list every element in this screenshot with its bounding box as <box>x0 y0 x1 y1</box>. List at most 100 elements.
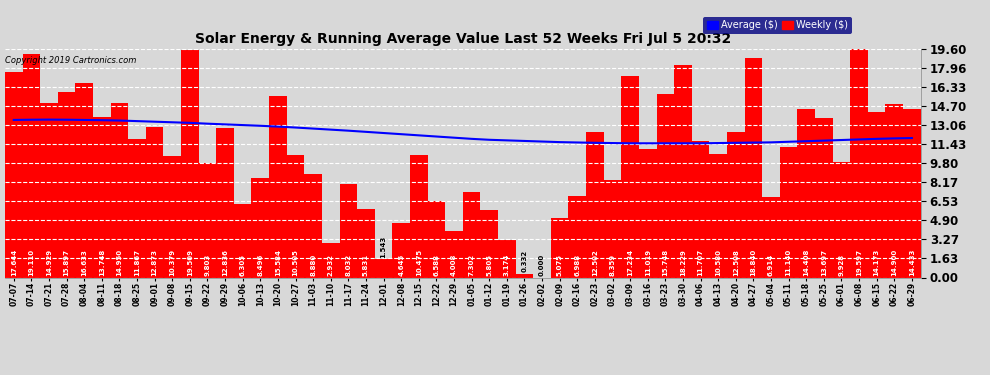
Text: 11.019: 11.019 <box>644 249 650 276</box>
Text: 9.928: 9.928 <box>839 254 844 276</box>
Text: 5.805: 5.805 <box>486 254 492 276</box>
Bar <box>340 184 357 278</box>
Text: 10.475: 10.475 <box>416 249 422 276</box>
Bar <box>357 210 375 278</box>
Text: 19.110: 19.110 <box>29 249 35 276</box>
Text: 7.302: 7.302 <box>468 254 474 276</box>
Text: 6.988: 6.988 <box>574 254 580 276</box>
Text: 5.831: 5.831 <box>363 254 369 276</box>
Text: 13.748: 13.748 <box>99 249 105 276</box>
Bar <box>234 204 251 278</box>
Text: 6.588: 6.588 <box>434 254 440 276</box>
Bar <box>392 223 410 278</box>
Bar <box>57 92 75 278</box>
Bar <box>480 210 498 278</box>
Bar <box>181 50 199 278</box>
Bar <box>446 231 462 278</box>
Text: 10.580: 10.580 <box>715 249 721 276</box>
Text: 15.584: 15.584 <box>275 249 281 276</box>
Text: 17.234: 17.234 <box>627 249 634 276</box>
Text: 14.929: 14.929 <box>46 249 52 276</box>
Bar <box>815 118 833 278</box>
Bar <box>586 132 604 278</box>
Bar <box>287 155 304 278</box>
Text: 14.173: 14.173 <box>873 249 880 276</box>
Bar <box>23 54 41 278</box>
Text: 1.543: 1.543 <box>380 236 386 258</box>
Bar <box>129 139 146 278</box>
Bar <box>656 94 674 278</box>
Bar <box>727 132 744 278</box>
Bar <box>322 243 340 278</box>
Text: 14.408: 14.408 <box>803 248 809 276</box>
Bar <box>833 162 850 278</box>
Text: 18.840: 18.840 <box>750 249 756 276</box>
Bar <box>744 58 762 278</box>
Bar <box>498 240 516 278</box>
Bar <box>375 260 392 278</box>
Bar <box>780 147 797 278</box>
Text: 16.633: 16.633 <box>81 249 87 276</box>
Text: 10.379: 10.379 <box>169 249 175 276</box>
Text: 10.505: 10.505 <box>292 249 299 276</box>
Bar <box>93 117 111 278</box>
Bar <box>850 49 868 278</box>
Text: 3.174: 3.174 <box>504 254 510 276</box>
Text: 14.900: 14.900 <box>891 249 897 276</box>
Bar <box>692 141 710 278</box>
Text: 4.008: 4.008 <box>451 254 457 276</box>
Bar <box>885 104 903 278</box>
Text: 2.932: 2.932 <box>328 254 334 276</box>
Bar <box>550 218 568 278</box>
Text: 12.508: 12.508 <box>733 249 739 276</box>
Legend: Average ($), Weekly ($): Average ($), Weekly ($) <box>703 17 851 34</box>
Bar <box>797 110 815 278</box>
Text: 19.597: 19.597 <box>856 249 862 276</box>
Text: 9.803: 9.803 <box>205 254 211 276</box>
Text: Copyright 2019 Cartronics.com: Copyright 2019 Cartronics.com <box>5 56 137 64</box>
Text: 4.645: 4.645 <box>398 254 404 276</box>
Bar <box>516 274 534 278</box>
Text: 12.836: 12.836 <box>222 249 228 276</box>
Text: 15.897: 15.897 <box>63 249 69 276</box>
Bar <box>639 149 656 278</box>
Bar <box>146 127 163 278</box>
Text: 17.644: 17.644 <box>11 249 17 276</box>
Bar <box>269 96 287 278</box>
Text: 8.359: 8.359 <box>610 254 616 276</box>
Text: 0.332: 0.332 <box>522 251 528 273</box>
Text: 8.496: 8.496 <box>257 254 263 276</box>
Bar <box>604 180 622 278</box>
Bar <box>163 156 181 278</box>
Text: 8.880: 8.880 <box>310 254 316 276</box>
Title: Solar Energy & Running Average Value Last 52 Weeks Fri Jul 5 20:32: Solar Energy & Running Average Value Las… <box>195 32 731 46</box>
Bar <box>251 178 269 278</box>
Bar <box>428 201 446 278</box>
Bar <box>111 103 129 278</box>
Bar <box>216 128 234 278</box>
Bar <box>762 197 780 278</box>
Text: 8.032: 8.032 <box>346 254 351 276</box>
Bar <box>41 103 57 278</box>
Bar <box>710 154 727 278</box>
Text: 0.000: 0.000 <box>540 254 545 276</box>
Bar <box>674 65 692 278</box>
Text: 14.950: 14.950 <box>117 249 123 276</box>
Text: 15.748: 15.748 <box>662 249 668 276</box>
Bar <box>868 112 885 278</box>
Bar <box>568 196 586 278</box>
Bar <box>903 109 921 278</box>
Text: 6.305: 6.305 <box>240 254 246 276</box>
Text: 12.502: 12.502 <box>592 249 598 276</box>
Bar <box>410 155 428 278</box>
Text: 18.229: 18.229 <box>680 249 686 276</box>
Bar <box>199 163 216 278</box>
Text: 6.914: 6.914 <box>768 254 774 276</box>
Text: 11.140: 11.140 <box>786 249 792 276</box>
Bar <box>75 83 93 278</box>
Bar <box>304 174 322 278</box>
Text: 12.873: 12.873 <box>151 249 157 276</box>
Bar <box>622 76 639 278</box>
Text: 19.509: 19.509 <box>187 249 193 276</box>
Text: 11.707: 11.707 <box>698 249 704 276</box>
